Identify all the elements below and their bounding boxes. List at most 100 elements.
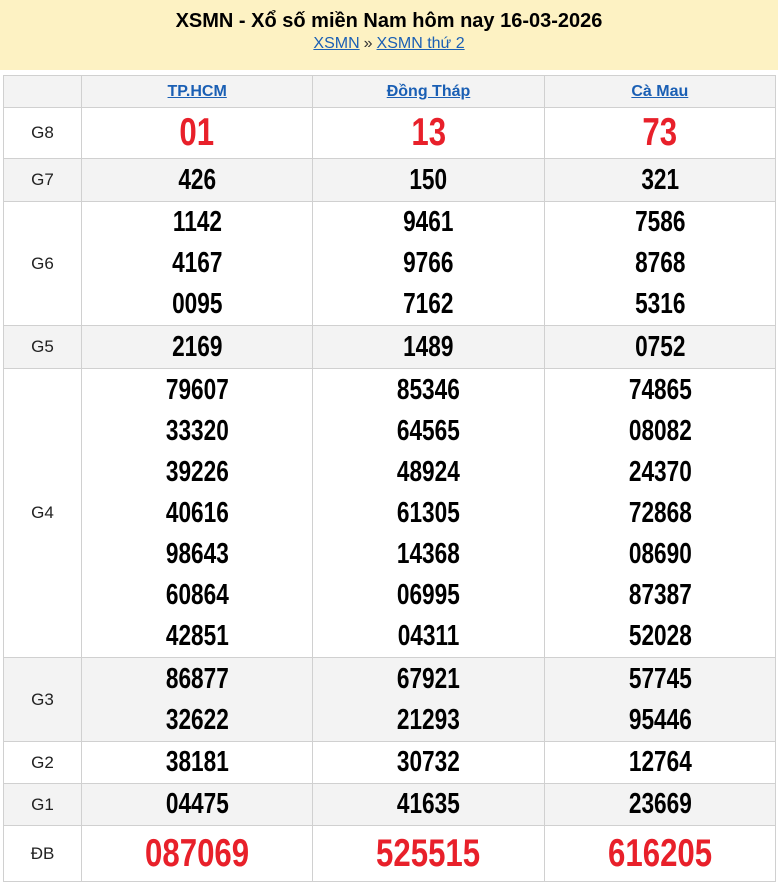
result-number-text: 85346 <box>397 373 460 406</box>
prize-label: G7 <box>3 158 82 202</box>
result-number-text: 616205 <box>607 832 712 875</box>
result-cell: 85346 64565 48924 61305 14368 06995 04311 <box>312 368 545 658</box>
result-number-text: 32622 <box>165 703 229 736</box>
result-number: 04475 <box>82 784 312 825</box>
page-title: XSMN - Xổ số miền Nam hôm nay 16-03-2026 <box>175 10 603 32</box>
result-number: 38181 <box>82 742 312 783</box>
result-number-text: 86877 <box>165 662 229 695</box>
result-number-text: 30732 <box>397 746 460 778</box>
result-number: 72868 <box>545 493 775 534</box>
result-number-text: 150 <box>409 163 448 196</box>
result-number-text: 321 <box>640 163 679 196</box>
result-number-text: 60864 <box>165 578 229 611</box>
breadcrumb-xsmn-link[interactable]: XSMN <box>313 35 360 52</box>
result-number: 40616 <box>82 493 312 534</box>
result-cell: 73 <box>543 107 777 159</box>
result-number: 087069 <box>82 826 312 881</box>
province-link-ca-mau[interactable]: Cà Mau <box>631 82 689 100</box>
result-number-text: 98643 <box>165 537 229 570</box>
result-number: 64565 <box>313 411 543 452</box>
result-cell: 13 <box>312 107 545 159</box>
result-number: 74865 <box>545 370 775 411</box>
result-number-text: 08690 <box>628 537 692 570</box>
result-number-text: 72868 <box>628 496 692 529</box>
result-number: 13 <box>313 108 543 158</box>
prize-label: G2 <box>3 741 82 784</box>
result-number-text: 1489 <box>403 330 454 363</box>
result-number: 7162 <box>313 284 543 325</box>
result-number: 1489 <box>313 327 543 368</box>
province-header: TP.HCM <box>80 75 314 108</box>
prize-label: G4 <box>3 368 82 658</box>
breadcrumb: XSMN» XSMN thứ 2 <box>0 34 778 54</box>
result-number: 48924 <box>313 452 543 493</box>
prize-row-g4: G4 79607 33320 39226 40616 98643 60864 42851 853… <box>3 368 777 658</box>
result-number: 73 <box>545 108 775 158</box>
result-number: 04311 <box>313 616 543 657</box>
breadcrumb-xsmn-thu2-link[interactable]: XSMN thứ 2 <box>376 35 465 52</box>
result-cell: 087069 <box>80 825 314 882</box>
result-number-text: 04475 <box>165 788 229 820</box>
result-number: 150 <box>313 160 543 201</box>
result-number-text: 74865 <box>628 373 692 406</box>
result-number-text: 95446 <box>628 703 692 736</box>
result-cell: 2169 <box>80 325 314 369</box>
result-number-text: 52028 <box>628 619 692 652</box>
prize-column-header <box>3 75 82 108</box>
result-cell: 150 <box>312 158 545 202</box>
prize-label: G8 <box>3 107 82 159</box>
result-number-text: 12764 <box>628 746 692 778</box>
result-cell: 1142 4167 0095 <box>80 201 314 326</box>
result-number: 95446 <box>545 700 775 741</box>
result-number: 32622 <box>82 700 312 741</box>
result-number-text: 67921 <box>397 662 460 695</box>
result-number-text: 426 <box>178 163 217 196</box>
result-number: 8768 <box>545 243 775 284</box>
result-number-text: 4167 <box>172 247 223 279</box>
result-number-text: 61305 <box>397 496 460 529</box>
result-number: 67921 <box>313 659 543 700</box>
result-number-text: 9766 <box>403 247 454 279</box>
result-number-text: 21293 <box>397 703 460 736</box>
result-number: 60864 <box>82 575 312 616</box>
result-cell: 38181 <box>80 741 314 784</box>
result-cell: 04475 <box>80 783 314 826</box>
result-number-text: 40616 <box>165 496 229 529</box>
result-number: 1142 <box>82 202 312 243</box>
result-number: 525515 <box>313 826 543 881</box>
result-number: 08082 <box>545 411 775 452</box>
result-number: 87387 <box>545 575 775 616</box>
result-cell: 57745 95446 <box>543 657 777 742</box>
result-number-text: 1142 <box>172 206 222 238</box>
result-number-text: 39226 <box>165 455 229 488</box>
page-header: XSMN - Xổ số miền Nam hôm nay 16-03-2026… <box>0 0 778 70</box>
result-cell: 525515 <box>312 825 545 882</box>
result-cell: 9461 9766 7162 <box>312 201 545 326</box>
result-cell: 426 <box>80 158 314 202</box>
result-number: 79607 <box>82 370 312 411</box>
prize-row-g1: G1 04475 41635 23669 <box>3 783 777 826</box>
result-number-text: 73 <box>642 111 678 154</box>
province-link-dong-thap[interactable]: Đồng Tháp <box>386 82 471 100</box>
result-cell: 23669 <box>543 783 777 826</box>
result-number: 4167 <box>82 243 312 284</box>
result-number-text: 41635 <box>397 788 460 820</box>
result-number: 23669 <box>545 784 775 825</box>
result-number: 5316 <box>545 284 775 325</box>
province-link-tphcm[interactable]: TP.HCM <box>167 82 227 100</box>
prize-row-g6: G6 1142 4167 0095 9461 9766 7162 7586 8768 5316 <box>3 201 777 326</box>
result-cell: 7586 8768 5316 <box>543 201 777 326</box>
breadcrumb-separator: » <box>363 35 373 52</box>
result-number-text: 14368 <box>397 537 460 570</box>
result-number: 41635 <box>313 784 543 825</box>
result-number: 0095 <box>82 284 312 325</box>
result-number-text: 48924 <box>397 455 460 488</box>
result-number: 33320 <box>82 411 312 452</box>
result-number-text: 0752 <box>634 330 685 363</box>
result-number-text: 87387 <box>628 578 692 611</box>
result-number-text: 5316 <box>634 288 685 320</box>
result-number: 08690 <box>545 534 775 575</box>
result-cell: 0752 <box>543 325 777 369</box>
result-cell: 67921 21293 <box>312 657 545 742</box>
result-number: 426 <box>82 160 312 201</box>
